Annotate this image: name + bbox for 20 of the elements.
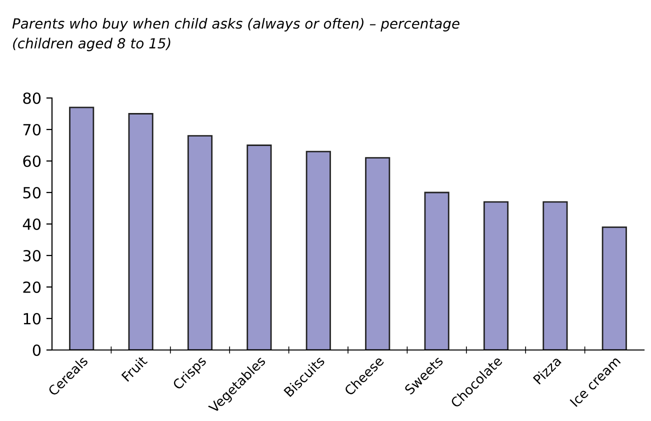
y-tick-label: 40 (22, 218, 41, 230)
y-tick-label: 70 (23, 124, 41, 136)
bar (424, 192, 450, 350)
bar (602, 226, 627, 350)
y-tick-label: 50 (23, 186, 41, 199)
bar (69, 106, 94, 350)
bar (246, 144, 272, 350)
y-tick-label: 80 (23, 92, 41, 104)
bar (542, 201, 568, 350)
y-tick-label: 10 (24, 312, 41, 325)
bar (187, 135, 213, 350)
bar (128, 113, 154, 350)
y-tick-label: 0 (32, 344, 41, 356)
chart-title: Parents who buy when child asks (always or often) – percentage (children aged 8 to 15) (12, 18, 460, 52)
bar (306, 150, 331, 350)
y-tick-label: 60 (23, 155, 41, 168)
bar (365, 157, 390, 350)
y-tick-label: 30 (23, 250, 41, 262)
bar (483, 201, 509, 350)
y-tick-label: 20 (23, 281, 41, 294)
